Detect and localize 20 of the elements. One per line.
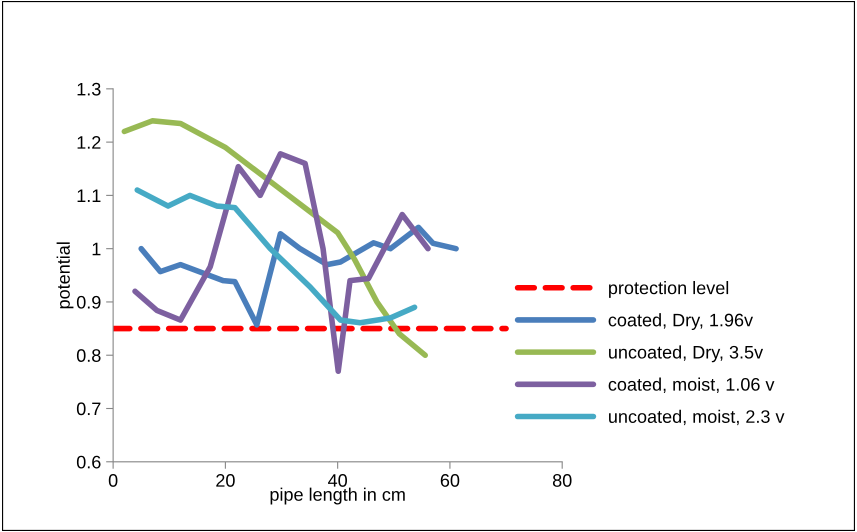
legend-label: coated, moist, 1.06 v [608, 378, 774, 393]
x-tick-label: 20 [216, 474, 235, 487]
legend-label: protection level [609, 281, 728, 298]
y-tick-label: 0.8 [76, 349, 101, 362]
y-tick-label: 1.1 [78, 190, 100, 202]
y-tick-label: 0.6 [76, 456, 101, 468]
x-tick-label: 60 [440, 474, 460, 487]
y-axis-title: potential [56, 242, 74, 308]
y-tick-label: 1.3 [78, 82, 101, 96]
y-tick-label: 1 [92, 242, 100, 256]
legend-label: uncoated, moist, 2.3 v [609, 410, 784, 426]
legend-label: coated, Dry, 1.96v [608, 313, 754, 330]
y-tick-label: 0.9 [76, 296, 100, 309]
legend-label: uncoated, Dry, 3.5v [609, 345, 764, 362]
x-tick-label: 40 [328, 474, 347, 487]
x-tick-label: 80 [552, 474, 572, 487]
x-tick-label: 0 [108, 474, 118, 487]
y-tick-label: 0.7 [76, 402, 100, 416]
x-axis-title: pipe length in cm [270, 488, 405, 504]
y-tick-label: 1.2 [78, 136, 100, 149]
